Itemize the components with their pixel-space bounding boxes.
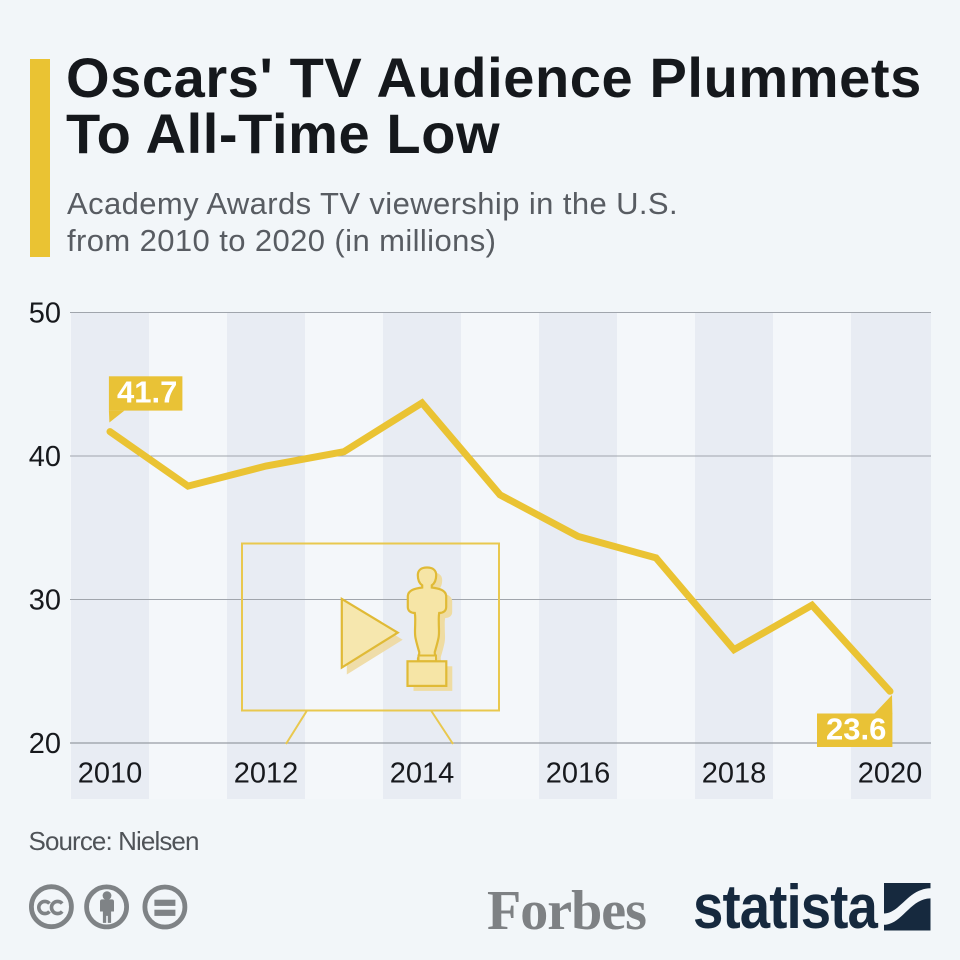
svg-text:2018: 2018 — [702, 758, 767, 790]
svg-text:40: 40 — [29, 441, 61, 473]
svg-text:50: 50 — [29, 298, 61, 330]
svg-text:2012: 2012 — [234, 758, 299, 790]
svg-text:20: 20 — [29, 728, 61, 760]
svg-text:30: 30 — [29, 585, 61, 617]
svg-text:2016: 2016 — [546, 758, 611, 790]
svg-text:41.7: 41.7 — [117, 375, 177, 410]
svg-text:2020: 2020 — [858, 758, 923, 790]
svg-text:2014: 2014 — [390, 758, 455, 790]
svg-text:23.6: 23.6 — [826, 712, 886, 747]
svg-text:2010: 2010 — [78, 758, 143, 790]
